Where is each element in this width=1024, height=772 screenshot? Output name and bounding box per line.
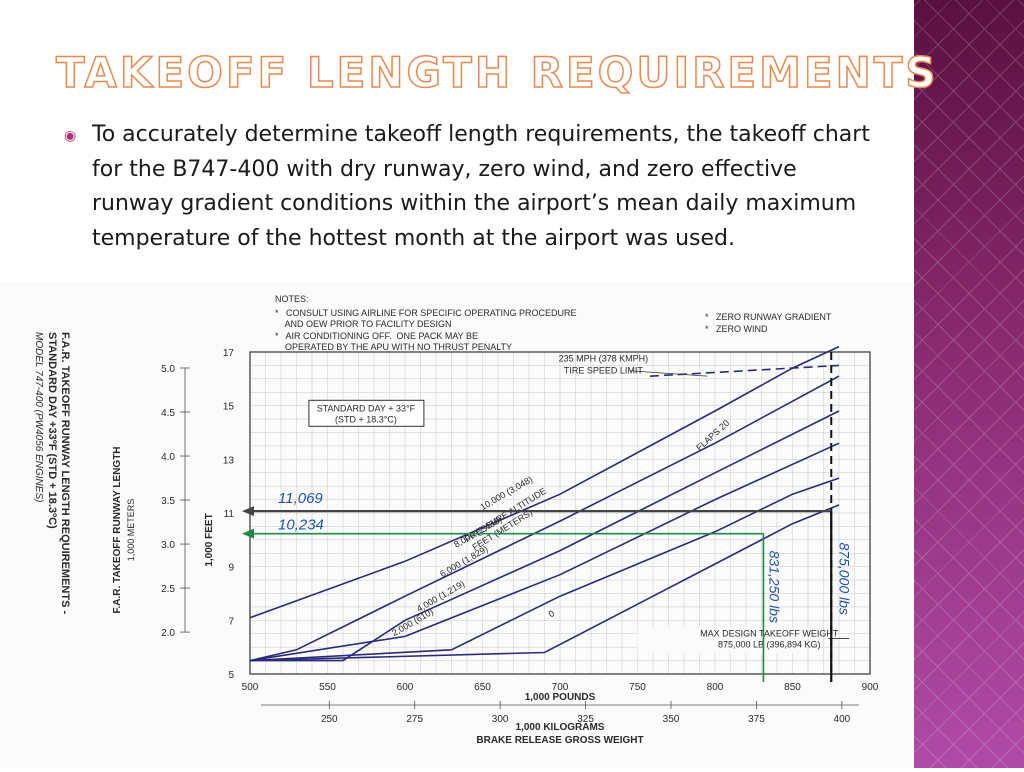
notes-left-4: OPERATED BY THE APU WITH NO THRUST PENAL… [275,342,512,352]
y-tick-label-feet: 11 [224,509,235,520]
series-line [249,442,840,662]
y-tick-label-feet: 9 [228,563,234,574]
notes-header: NOTES: [275,294,309,304]
annotation-875000: 875,000 lbs [836,543,852,615]
annotation-831250: 831,250 lbs [766,551,782,623]
notes-left-1: * CONSULT USING AIRLINE FOR SPECIFIC OPE… [275,308,577,318]
x-tick-label-pounds: 650 [474,682,491,693]
std-day-label: (STD + 18.3°C) [335,414,397,424]
y-axis-label-feet: 1,000 FEET [204,513,215,566]
x-tick-label-pounds: 500 [242,682,259,693]
y-tick-label-meters: 4.0 [161,452,175,463]
x-tick-label-kg: 300 [492,714,509,725]
series-line [249,477,840,662]
y-tick-label-meters: 3.5 [161,496,175,507]
tire-speed-label: 235 MPH (378 KMPH) [559,353,649,363]
annotation-11069: 11,069 [278,490,323,507]
chart-title-1: F.A.R. TAKEOFF RUNWAY LENGTH REQUIREMENT… [59,332,71,614]
x-tick-label-kg: 250 [321,714,338,725]
y-axis-label-meters-2: 1,000 METERS [126,499,136,562]
notes-right-1: * ZERO RUNWAY GRADIENT [705,312,832,322]
std-day-label: STANDARD DAY + 33°F [317,403,416,413]
y-tick-label-feet: 5 [228,670,234,681]
x-tick-label-pounds: 550 [319,682,336,693]
x-tick-label-kg: 400 [834,714,851,725]
slide-title: TAKEOFF LENGTH REQUIREMENTS [55,47,939,98]
notes-right-2: * ZERO WIND [705,324,768,334]
y-tick-label-meters: 2.0 [161,628,175,639]
y-tick-label-feet: 15 [223,402,235,413]
series-line [249,345,840,619]
annotation-arrow-10234 [242,528,254,539]
x-tick-label-pounds: 600 [397,682,414,693]
max-design-label-bg [637,627,808,654]
max-design-label: MAX DESIGN TAKEOFF WEIGHT [700,628,839,638]
bullet-text: To accurately determine takeoff length r… [92,122,870,251]
x-tick-label-pounds: 800 [707,682,724,693]
y-tick-label-meters: 2.5 [161,584,175,595]
x-tick-label-kg: 375 [748,714,765,725]
x-axis-label-kg: 1,000 KILOGRAMS [516,722,605,733]
notes-left-2: AND OEW PRIOR TO FACILITY DESIGN [275,319,452,329]
max-design-label: 875,000 LB (396,894 KG) [718,639,821,649]
decorative-sidebar [914,0,1024,768]
takeoff-chart-image: F.A.R. TAKEOFF RUNWAY LENGTH REQUIREMENT… [0,282,914,768]
y-tick-label-feet: 7 [228,616,234,627]
tire-speed-label: TIRE SPEED LIMIT [564,365,644,375]
chart-title-3: MODEL 747-400 (PW4056 ENGINES) [33,332,44,502]
y-tick-label-meters: 5.0 [161,364,175,375]
annotation-10234: 10,234 [278,517,324,534]
notes-left-3: * AIR CONDITIONING OFF. ONE PACK MAY BE [275,331,478,341]
y-tick-label-feet: 17 [223,348,235,359]
x-tick-label-kg: 350 [663,714,680,725]
y-tick-label-meters: 4.5 [161,408,175,419]
series-line [250,410,840,662]
bullet-icon: ◉ [64,128,77,144]
x-axis-label-pounds: 1,000 POUNDS [525,692,596,703]
series-label: 0 [547,608,556,619]
x-tick-label-pounds: 750 [629,682,646,693]
chart-title-2: STANDARD DAY +33ºF (STD + 18.3ºC) [46,332,58,529]
x-tick-label-pounds: 900 [862,682,879,693]
x-tick-label-pounds: 850 [784,682,801,693]
y-tick-label-meters: 3.0 [161,540,175,551]
x-tick-label-kg: 325 [577,714,594,725]
y-tick-label-feet: 13 [223,455,235,466]
x-axis-label-bottom: BRAKE RELEASE GROSS WEIGHT [476,735,643,746]
std-day-box [308,399,425,427]
tire-speed-pointer [629,370,708,377]
x-tick-label-kg: 275 [406,714,423,725]
takeoff-chart: F.A.R. TAKEOFF RUNWAY LENGTH REQUIREMENT… [0,282,914,768]
y-axis-label-meters-1: F.A.R. TAKEOFF RUNWAY LENGTH [112,446,123,613]
x-tick-label-pounds: 700 [552,682,569,693]
series-line [249,375,840,662]
annotation-arrow-11069 [242,506,254,517]
series-line [249,504,840,662]
